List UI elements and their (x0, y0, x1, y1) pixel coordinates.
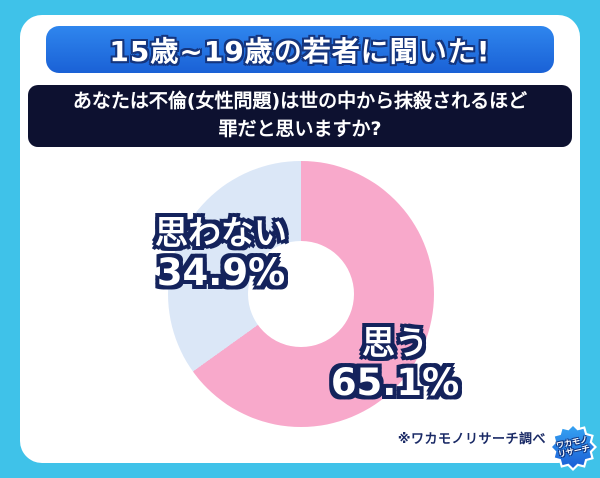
donut-hole (248, 241, 354, 347)
wakamono-research-logo: ワカモノ リサーチ (549, 423, 597, 471)
donut-chart (168, 161, 434, 427)
question-line-2: 罪だと思いますか? (218, 118, 382, 140)
question-banner: あなたは不倫(女性問題)は世の中から抹殺されるほど 罪だと思いますか? (28, 85, 572, 147)
source-note: ※ワカモノリサーチ調べ (397, 432, 546, 447)
infographic-card: 15歳~19歳の若者に聞いた! あなたは不倫(女性問題)は世の中から抹殺されるほ… (20, 15, 580, 463)
survey-title-banner: 15歳~19歳の若者に聞いた! (46, 26, 554, 73)
question-line-1: あなたは不倫(女性問題)は世の中から抹殺されるほど (72, 90, 528, 113)
survey-title: 15歳~19歳の若者に聞いた! (109, 34, 491, 68)
